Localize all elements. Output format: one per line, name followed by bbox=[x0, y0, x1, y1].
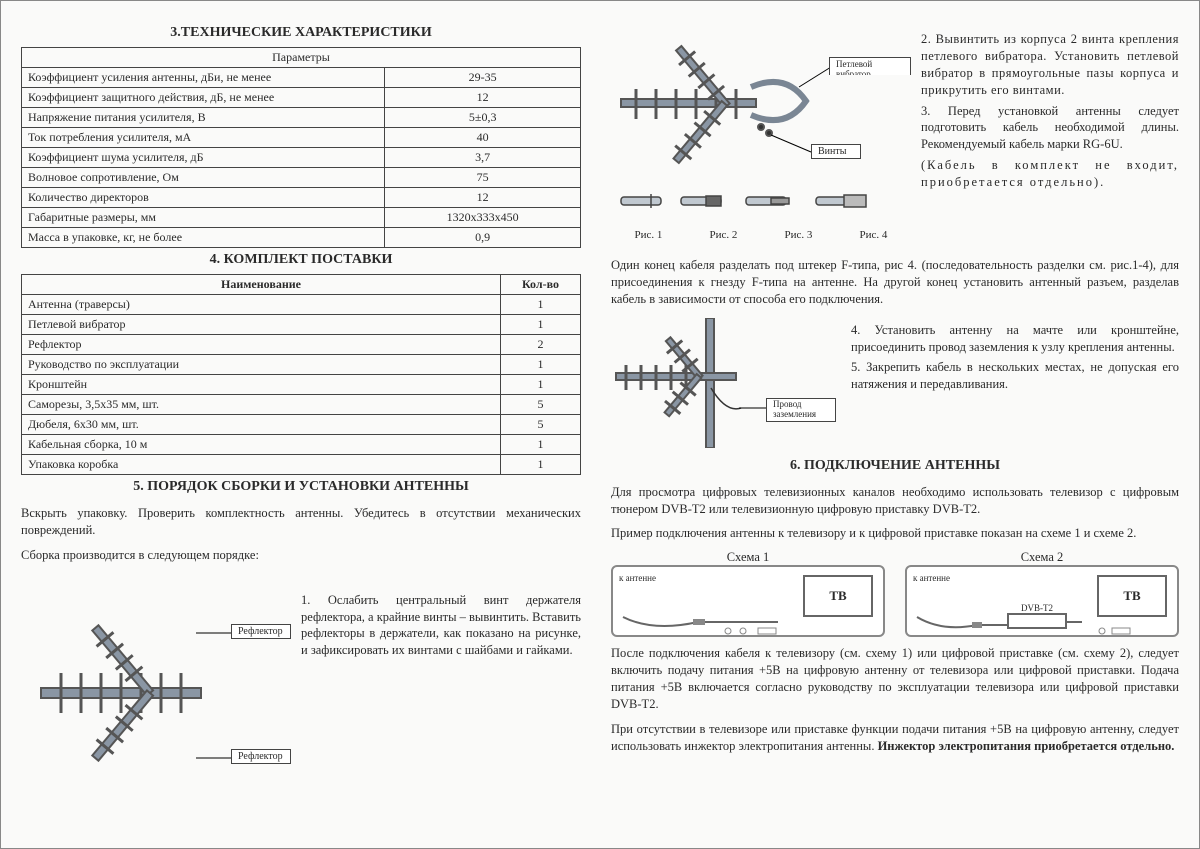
schema2-tv: ТВ bbox=[1097, 575, 1167, 617]
table-row: Петлевой вибратор1 bbox=[22, 315, 581, 335]
schema1-tv: ТВ bbox=[803, 575, 873, 617]
section5-title: 5. ПОРЯДОК СБОРКИ И УСТАНОВКИ АНТЕННЫ bbox=[21, 479, 581, 495]
table-row: Волновое сопротивление, Ом75 bbox=[22, 168, 581, 188]
table-row: Антенна (траверсы)1 bbox=[22, 295, 581, 315]
schema2-label: Схема 2 bbox=[905, 550, 1179, 565]
section5-intro2: Сборка производится в следующем порядке: bbox=[21, 547, 581, 564]
table-row: Коэффициент шума усилителя, дБ3,7 bbox=[22, 148, 581, 168]
spec-header: Параметры bbox=[22, 48, 581, 68]
kit-header-name: Наименование bbox=[22, 275, 501, 295]
fig-labels: Рис. 1 Рис. 2 Рис. 3 Рис. 4 bbox=[611, 229, 911, 241]
kit-table: Наименование Кол-во Антенна (траверсы)1П… bbox=[21, 274, 581, 475]
spec-table: Параметры Коэффициент усиления антенны, … bbox=[21, 47, 581, 248]
table-row: Коэффициент защитного действия, дБ, не м… bbox=[22, 88, 581, 108]
table-row: Напряжение питания усилителя, В5±0,3 bbox=[22, 108, 581, 128]
table-row: Масса в упаковке, кг, не более0,9 bbox=[22, 228, 581, 248]
fig1-label: Рис. 1 bbox=[635, 229, 663, 241]
schema2-box: к антенне DVB-T2 ТВ bbox=[905, 565, 1179, 637]
step3b-text: (Кабель в комплект не входит, приобретае… bbox=[921, 157, 1179, 191]
table-row: Саморезы, 3,5х35 мм, шт.5 bbox=[22, 395, 581, 415]
section6-title: 6. ПОДКЛЮЧЕНИЕ АНТЕННЫ bbox=[611, 458, 1179, 474]
kit-header-qty: Кол-во bbox=[501, 275, 581, 295]
fig2-label: Рис. 2 bbox=[710, 229, 738, 241]
section3-title: 3.ТЕХНИЧЕСКИЕ ХАРАКТЕРИСТИКИ bbox=[21, 25, 581, 41]
step5-text: 5. Закрепить кабель в нескольких местах,… bbox=[851, 359, 1179, 393]
s6-p2: Пример подключения антенны к телевизору … bbox=[611, 525, 1179, 542]
table-row: Рефлектор2 bbox=[22, 335, 581, 355]
callout-screws: Винты bbox=[811, 144, 861, 159]
step4-text: 4. Установить антенну на мачте или кронш… bbox=[851, 322, 1179, 356]
cable-para: Один конец кабеля разделать под штекер F… bbox=[611, 257, 1179, 308]
callout-ground: Провод заземления bbox=[766, 398, 836, 422]
section5-intro1: Вскрыть упаковку. Проверить комплектност… bbox=[21, 505, 581, 539]
table-row: Руководство по эксплуатации1 bbox=[22, 355, 581, 375]
fig3-label: Рис. 3 bbox=[785, 229, 813, 241]
fig4-label: Рис. 4 bbox=[860, 229, 888, 241]
table-row: Коэффициент усиления антенны, дБи, не ме… bbox=[22, 68, 581, 88]
table-row: Количество директоров12 bbox=[22, 188, 581, 208]
schema1-label: Схема 1 bbox=[611, 550, 885, 565]
step3a-text: 3. Перед установкой антенны следует подг… bbox=[921, 103, 1179, 154]
s6-p3: После подключения кабеля к телевизору (с… bbox=[611, 645, 1179, 713]
section4-title: 4. КОМПЛЕКТ ПОСТАВКИ bbox=[21, 252, 581, 268]
table-row: Упаковка коробка1 bbox=[22, 455, 581, 475]
table-row: Ток потребления усилителя, мА40 bbox=[22, 128, 581, 148]
s6-p1: Для просмотра цифровых телевизионных кан… bbox=[611, 484, 1179, 518]
step1-text: 1. Ослабить центральный винт держателя р… bbox=[301, 592, 581, 660]
step1-diagram: Рефлектор Рефлектор bbox=[21, 588, 291, 798]
table-row: Кабельная сборка, 10 м1 bbox=[22, 435, 581, 455]
left-column: 3.ТЕХНИЧЕСКИЕ ХАРАКТЕРИСТИКИ Параметры К… bbox=[21, 21, 581, 828]
callout-reflector-top: Рефлектор bbox=[231, 624, 291, 639]
callout-reflector-bottom: Рефлектор bbox=[231, 749, 291, 764]
table-row: Дюбеля, 6х30 мм, шт.5 bbox=[22, 415, 581, 435]
step2-diagram: Петлевой вибратор Винты bbox=[611, 27, 911, 247]
table-row: Габаритные размеры, мм1320х333х450 bbox=[22, 208, 581, 228]
step2-text: 2. Вывинтить из корпуса 2 винта креплени… bbox=[921, 31, 1179, 99]
schema2-dvb: DVB-T2 bbox=[1007, 613, 1067, 629]
step45-diagram: Провод заземления bbox=[611, 318, 841, 448]
callout-vibrator: Петлевой вибратор bbox=[829, 57, 911, 75]
right-column: Петлевой вибратор Винты bbox=[611, 21, 1179, 828]
schema1-box: к антенне ТВ bbox=[611, 565, 885, 637]
s6-p4: При отсутствии в телевизоре или приставк… bbox=[611, 721, 1179, 755]
schema-row: Схема 1 к антенне ТВ Схема 2 к антенне bbox=[611, 550, 1179, 637]
table-row: Кронштейн1 bbox=[22, 375, 581, 395]
